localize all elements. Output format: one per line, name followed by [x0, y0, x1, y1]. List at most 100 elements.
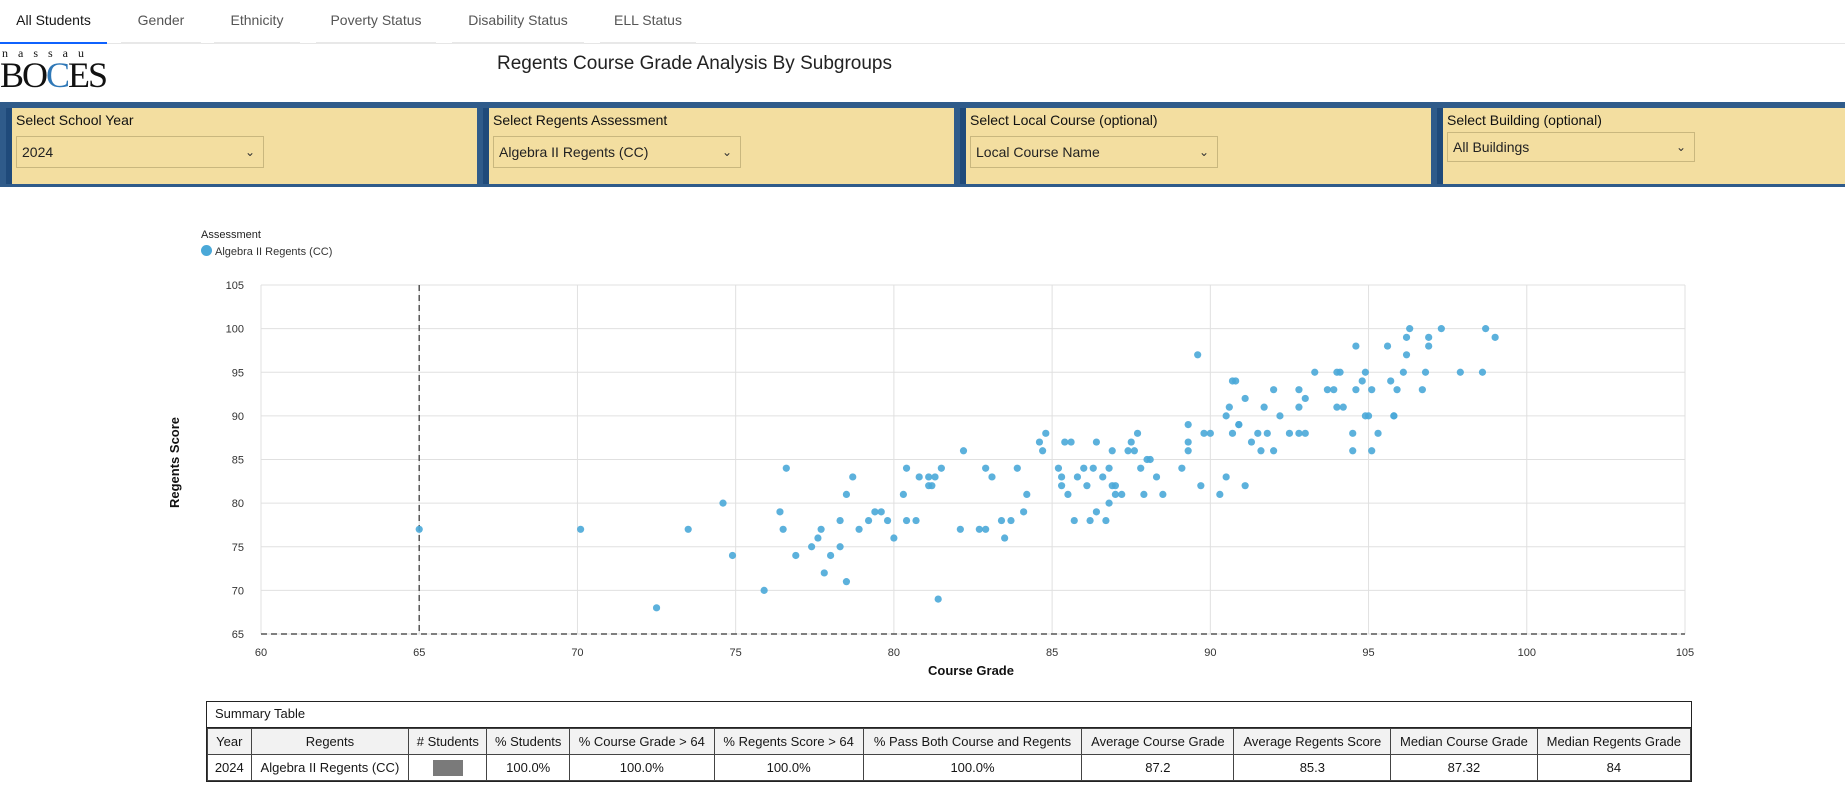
- data-point: [577, 525, 585, 533]
- data-point: [934, 595, 942, 603]
- data-point: [1301, 394, 1309, 403]
- x-tick-label: 65: [413, 647, 425, 659]
- data-point: [1146, 455, 1154, 464]
- filter-label-regents-assessment: Select Regents Assessment: [493, 112, 668, 128]
- data-point: [1478, 368, 1487, 376]
- tab-ethnicity[interactable]: Ethnicity: [214, 0, 300, 44]
- data-point: [1194, 351, 1202, 359]
- x-tick-label: 100: [1518, 647, 1536, 659]
- data-point: [1058, 482, 1066, 490]
- data-point: [1393, 386, 1401, 394]
- column-header[interactable]: % Pass Both Course and Regents: [862, 728, 1083, 755]
- column-header[interactable]: # Students: [408, 728, 488, 755]
- data-point: [1425, 333, 1433, 341]
- data-point: [1421, 368, 1430, 376]
- data-point: [1054, 464, 1063, 472]
- data-point: [684, 525, 692, 533]
- y-tick-label: 65: [232, 629, 244, 641]
- data-point: [855, 525, 863, 533]
- data-point: [1368, 386, 1376, 394]
- x-tick-label: 70: [571, 647, 583, 659]
- data-point: [836, 543, 844, 551]
- page-title: Regents Course Grade Analysis By Subgrou…: [497, 53, 892, 74]
- data-point: [836, 516, 844, 525]
- data-point: [1184, 447, 1192, 455]
- column-header[interactable]: Average Course Grade: [1081, 728, 1235, 755]
- table-cell: 100.0%: [713, 754, 864, 781]
- tab-poverty-status[interactable]: Poverty Status: [316, 0, 436, 44]
- column-header[interactable]: Regents: [250, 728, 410, 755]
- data-point: [1092, 508, 1101, 516]
- data-point: [1073, 473, 1082, 481]
- data-point: [1111, 490, 1119, 498]
- data-point: [915, 473, 923, 481]
- data-point: [1349, 429, 1357, 437]
- column-header[interactable]: Average Regents Score: [1233, 728, 1392, 755]
- data-point: [820, 569, 828, 577]
- filter-local-course: Select Local Course (optional) Local Cou…: [960, 108, 1431, 184]
- data-point: [975, 525, 983, 533]
- data-point: [1111, 482, 1119, 490]
- data-point: [1105, 499, 1113, 507]
- data-point: [1159, 490, 1167, 498]
- data-point: [1118, 490, 1126, 498]
- tab-ell-status[interactable]: ELL Status: [600, 0, 696, 44]
- regents-assessment-dropdown[interactable]: Algebra II Regents (CC) ⌄: [493, 136, 741, 168]
- data-point: [1124, 447, 1132, 455]
- data-point: [1406, 325, 1414, 333]
- building-dropdown[interactable]: All Buildings ⌄: [1447, 132, 1695, 162]
- data-point: [779, 525, 787, 533]
- logo-boces-text: BOCES: [0, 54, 108, 96]
- summary-table: Summary Table Year Regents # Students % …: [206, 701, 1692, 782]
- data-point: [1399, 368, 1407, 376]
- filter-label-local-course: Select Local Course (optional): [970, 112, 1158, 128]
- column-header[interactable]: Year: [207, 728, 252, 755]
- data-point: [959, 447, 968, 455]
- filter-building: Select Building (optional) All Buildings…: [1437, 108, 1845, 184]
- data-point: [864, 516, 873, 525]
- data-point: [1092, 438, 1101, 446]
- filter-bar: Select School Year 2024 ⌄ Select Regents…: [0, 102, 1845, 187]
- table-row: 2024 Algebra II Regents (CC) 100.0% 100.…: [207, 754, 1692, 781]
- data-point: [1263, 429, 1271, 437]
- data-point: [1083, 482, 1091, 490]
- column-header[interactable]: Median Regents Grade: [1536, 728, 1692, 755]
- logo-letters-es: ES: [68, 55, 108, 95]
- column-header[interactable]: % Regents Score > 64: [713, 728, 864, 755]
- data-point: [1130, 447, 1138, 455]
- data-point: [1349, 447, 1357, 455]
- column-header[interactable]: % Students: [486, 728, 570, 755]
- data-point: [1197, 482, 1205, 490]
- tab-gender[interactable]: Gender: [121, 0, 201, 44]
- table-cell: 84: [1536, 754, 1692, 781]
- filter-label-school-year: Select School Year: [16, 112, 134, 128]
- data-point: [1184, 438, 1192, 446]
- tab-disability-status[interactable]: Disability Status: [452, 0, 584, 44]
- local-course-dropdown[interactable]: Local Course Name ⌄: [970, 136, 1218, 168]
- data-point: [1133, 429, 1142, 437]
- data-point: [1352, 386, 1360, 394]
- data-point: [997, 516, 1006, 525]
- legend-item[interactable]: Algebra II Regents (CC): [201, 245, 332, 258]
- data-point: [1061, 438, 1069, 446]
- data-point: [817, 525, 825, 533]
- x-tick-label: 85: [1046, 647, 1058, 659]
- data-point: [1311, 368, 1319, 376]
- data-point: [928, 482, 936, 490]
- column-header[interactable]: % Course Grade > 64: [569, 728, 715, 755]
- column-header[interactable]: Median Course Grade: [1390, 728, 1538, 755]
- data-point: [1099, 473, 1107, 481]
- table-cell: 100.0%: [486, 754, 570, 781]
- data-point: [1039, 447, 1047, 455]
- summary-header-row: Year Regents # Students % Students % Cou…: [207, 728, 1692, 755]
- school-year-dropdown[interactable]: 2024 ⌄: [16, 136, 264, 168]
- school-year-value: 2024: [22, 144, 54, 160]
- data-point: [1067, 438, 1075, 446]
- tab-all-students[interactable]: All Students: [0, 0, 107, 44]
- data-point: [937, 464, 945, 472]
- data-point: [1086, 516, 1094, 525]
- data-point: [1064, 490, 1072, 498]
- data-point: [1035, 438, 1044, 446]
- x-tick-label: 80: [888, 647, 900, 659]
- redaction-block: [432, 759, 463, 776]
